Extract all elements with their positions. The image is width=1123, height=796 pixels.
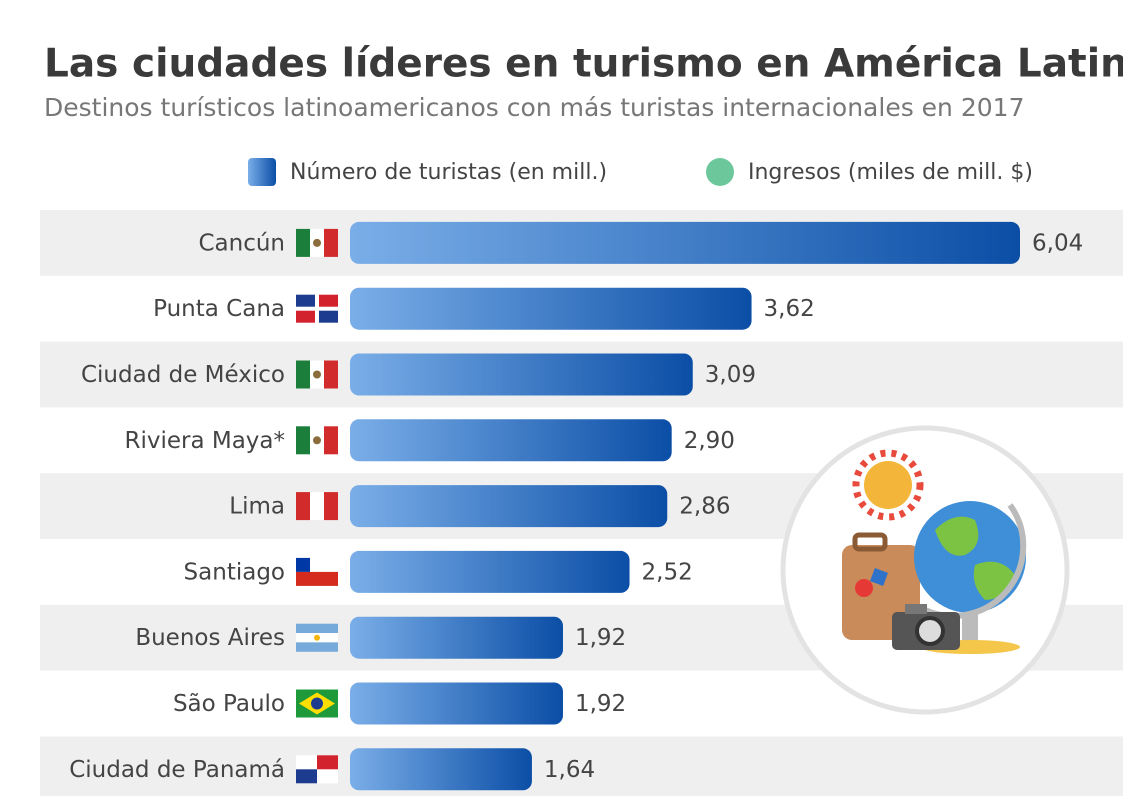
- flag-part: [324, 229, 338, 257]
- value-label: 1,64: [544, 757, 595, 783]
- flag-part: [324, 492, 338, 520]
- flag: [296, 361, 338, 389]
- flag: [296, 755, 338, 783]
- bar: [350, 617, 563, 659]
- chart-title: Las ciudades líderes en turismo en Améri…: [44, 42, 1123, 87]
- flag-part: [324, 426, 338, 454]
- flag-part: [324, 361, 338, 389]
- flag-part: [296, 361, 310, 389]
- flag: [296, 690, 338, 718]
- legend-swatch: [706, 158, 734, 186]
- value-label: 3,62: [764, 296, 815, 322]
- value-label: 2,86: [679, 494, 730, 520]
- value-label: 3,09: [705, 362, 756, 388]
- flag-part: [313, 371, 321, 379]
- bar: [350, 683, 563, 725]
- illustration: [783, 428, 1067, 712]
- flag: [296, 492, 338, 520]
- category-label: Lima: [229, 494, 285, 520]
- value-label: 6,04: [1032, 230, 1083, 256]
- bar: [350, 485, 667, 527]
- bar: [350, 551, 630, 593]
- category-label: São Paulo: [173, 691, 285, 717]
- flag-part: [310, 492, 324, 520]
- flag-part: [313, 436, 321, 444]
- bar: [350, 419, 672, 461]
- category-label: Ciudad de Panamá: [69, 757, 285, 783]
- flag: [296, 295, 338, 323]
- flag: [296, 229, 338, 257]
- chart: Las ciudades líderes en turismo en Améri…: [0, 0, 1123, 796]
- legend-label: Ingresos (miles de mill. $): [748, 160, 1033, 185]
- legend-swatch: [248, 158, 276, 186]
- chart-subtitle: Destinos turísticos latinoamericanos con…: [44, 93, 1024, 122]
- value-label: 2,90: [684, 428, 735, 454]
- category-label: Cancún: [198, 230, 285, 256]
- flag-part: [296, 769, 317, 783]
- flag-part: [296, 426, 310, 454]
- flag: [296, 624, 338, 652]
- bar: [350, 288, 752, 330]
- category-label: Ciudad de México: [81, 362, 285, 388]
- bar: [350, 748, 532, 790]
- bar: [350, 222, 1020, 264]
- flag: [296, 426, 338, 454]
- flag-part: [317, 755, 338, 769]
- flag-part: [296, 572, 338, 586]
- flag-part: [296, 311, 315, 323]
- category-label: Riviera Maya*: [124, 428, 285, 454]
- flag-part: [313, 239, 321, 247]
- flag: [296, 558, 338, 586]
- flag-part: [296, 558, 310, 572]
- flag-part: [296, 229, 310, 257]
- value-label: 2,52: [642, 559, 693, 585]
- flag-part: [319, 295, 338, 307]
- bar: [350, 354, 693, 396]
- flag-part: [311, 698, 323, 710]
- value-label: 1,92: [575, 625, 626, 651]
- flag-part: [319, 311, 338, 323]
- value-label: 1,92: [575, 691, 626, 717]
- category-label: Punta Cana: [153, 296, 285, 322]
- flag-part: [296, 642, 338, 651]
- flag-part: [314, 635, 320, 641]
- category-label: Buenos Aires: [135, 625, 285, 651]
- flag-part: [296, 492, 310, 520]
- flag-part: [296, 295, 315, 307]
- flag-part: [296, 624, 338, 633]
- legend-label: Número de turistas (en mill.): [290, 160, 607, 185]
- category-label: Santiago: [184, 559, 285, 585]
